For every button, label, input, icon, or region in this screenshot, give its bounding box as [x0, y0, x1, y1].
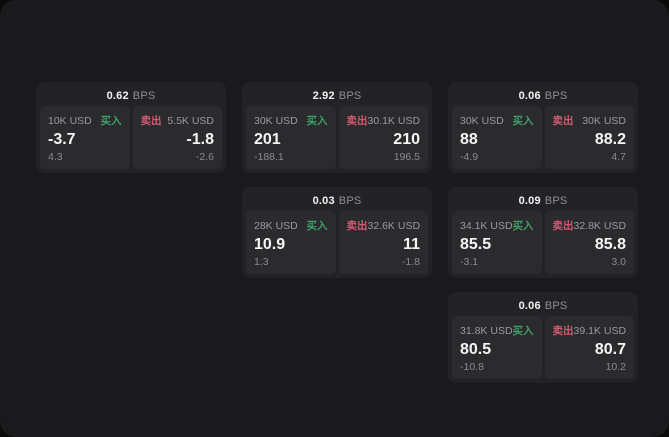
bps-unit: BPS	[544, 194, 568, 207]
bps-spread: 0.06 BPS	[452, 85, 634, 106]
bps-unit: BPS	[132, 89, 156, 102]
bid-change: -3.1	[460, 255, 479, 268]
bid-change: -188.1	[254, 150, 284, 163]
quote-card: 2.92 BPS 30K USD 买入 201 -188.1 卖出 30.1K …	[242, 82, 432, 173]
bid-change: 1.3	[254, 255, 269, 268]
ask-price: -1.8	[186, 130, 214, 148]
ask-price: 80.7	[594, 340, 626, 358]
ask-change: 10.2	[605, 360, 626, 373]
quote-card: 0.09 BPS 34.1K USD 买入 85.5 -3.1 卖出 32.8K…	[448, 187, 638, 278]
ask-size: 30.1K USD	[367, 114, 421, 127]
bid-size: 10K USD	[48, 114, 92, 127]
bid-change: 4.3	[48, 150, 63, 163]
ask-size: 32.6K USD	[367, 219, 421, 232]
bps-spread: 2.92 BPS	[246, 85, 428, 106]
sell-label: 卖出	[346, 220, 368, 232]
bps-spread: 0.06 BPS	[452, 295, 634, 316]
bps-value: 0.06	[518, 89, 541, 102]
sell-panel[interactable]: 卖出 5.5K USD -1.8 -2.6	[132, 106, 222, 169]
ask-price: 11	[403, 235, 420, 253]
quote-card: 0.06 BPS 31.8K USD 买入 80.5 -10.8 卖出 39.1…	[448, 292, 638, 383]
ask-price: 85.8	[594, 235, 626, 253]
ask-price: 88.2	[594, 130, 626, 148]
buy-label: 买入	[512, 220, 534, 232]
ask-change: 4.7	[611, 150, 626, 163]
bps-unit: BPS	[338, 89, 362, 102]
bid-size: 30K USD	[460, 114, 504, 127]
sell-panel[interactable]: 卖出 32.8K USD 85.8 3.0	[544, 211, 634, 274]
bid-size: 30K USD	[254, 114, 298, 127]
quote-card: 0.03 BPS 28K USD 买入 10.9 1.3 卖出 32.6K US…	[242, 187, 432, 278]
bps-value: 0.03	[312, 194, 335, 207]
sell-label: 卖出	[346, 115, 368, 127]
bid-price: 80.5	[460, 340, 492, 358]
bps-unit: BPS	[544, 299, 568, 312]
sell-panel[interactable]: 卖出 30.1K USD 210 196.5	[338, 106, 428, 169]
sell-label: 卖出	[552, 115, 574, 127]
ask-price: 210	[393, 130, 420, 148]
buy-label: 买入	[512, 115, 534, 127]
sell-panel[interactable]: 卖出 39.1K USD 80.7 10.2	[544, 316, 634, 379]
buy-label: 买入	[100, 115, 122, 127]
bid-size: 34.1K USD	[460, 219, 513, 232]
bid-change: -4.9	[460, 150, 479, 163]
bps-spread: 0.62 BPS	[40, 85, 222, 106]
bid-price: 201	[254, 130, 281, 148]
bid-size: 31.8K USD	[460, 324, 513, 337]
sell-label: 卖出	[552, 325, 574, 337]
ask-size: 30K USD	[582, 114, 626, 127]
sell-label: 卖出	[140, 115, 162, 127]
bid-price: -3.7	[48, 130, 76, 148]
buy-label: 买入	[306, 115, 328, 127]
buy-panel[interactable]: 28K USD 买入 10.9 1.3	[246, 211, 336, 274]
bps-value: 0.09	[518, 194, 541, 207]
sell-panel[interactable]: 卖出 32.6K USD 11 -1.8	[338, 211, 428, 274]
ask-change: 196.5	[393, 150, 420, 163]
bid-price: 85.5	[460, 235, 492, 253]
bps-value: 0.62	[106, 89, 129, 102]
ask-size: 32.8K USD	[573, 219, 627, 232]
ask-change: -2.6	[195, 150, 214, 163]
buy-panel[interactable]: 31.8K USD 买入 80.5 -10.8	[452, 316, 542, 379]
bps-value: 2.92	[312, 89, 335, 102]
buy-label: 买入	[306, 220, 328, 232]
bid-size: 28K USD	[254, 219, 298, 232]
bid-price: 88	[460, 130, 478, 148]
bps-spread: 0.09 BPS	[452, 190, 634, 211]
sell-label: 卖出	[552, 220, 574, 232]
ask-change: -1.8	[401, 255, 420, 268]
bid-price: 10.9	[254, 235, 286, 253]
sell-panel[interactable]: 卖出 30K USD 88.2 4.7	[544, 106, 634, 169]
buy-panel[interactable]: 30K USD 买入 201 -188.1	[246, 106, 336, 169]
bid-change: -10.8	[460, 360, 484, 373]
bps-value: 0.06	[518, 299, 541, 312]
ask-size: 5.5K USD	[167, 114, 214, 127]
buy-label: 买入	[512, 325, 534, 337]
bps-unit: BPS	[544, 89, 568, 102]
bps-spread: 0.03 BPS	[246, 190, 428, 211]
buy-panel[interactable]: 34.1K USD 买入 85.5 -3.1	[452, 211, 542, 274]
ask-change: 3.0	[611, 255, 626, 268]
quote-card: 0.06 BPS 30K USD 买入 88 -4.9 卖出 30K USD	[448, 82, 638, 173]
ask-size: 39.1K USD	[573, 324, 627, 337]
buy-panel[interactable]: 10K USD 买入 -3.7 4.3	[40, 106, 130, 169]
bps-unit: BPS	[338, 194, 362, 207]
quote-card: 0.62 BPS 10K USD 买入 -3.7 4.3 卖出 5.5K USD	[36, 82, 226, 173]
buy-panel[interactable]: 30K USD 买入 88 -4.9	[452, 106, 542, 169]
quote-card-grid: 0.62 BPS 10K USD 买入 -3.7 4.3 卖出 5.5K USD	[36, 82, 638, 383]
